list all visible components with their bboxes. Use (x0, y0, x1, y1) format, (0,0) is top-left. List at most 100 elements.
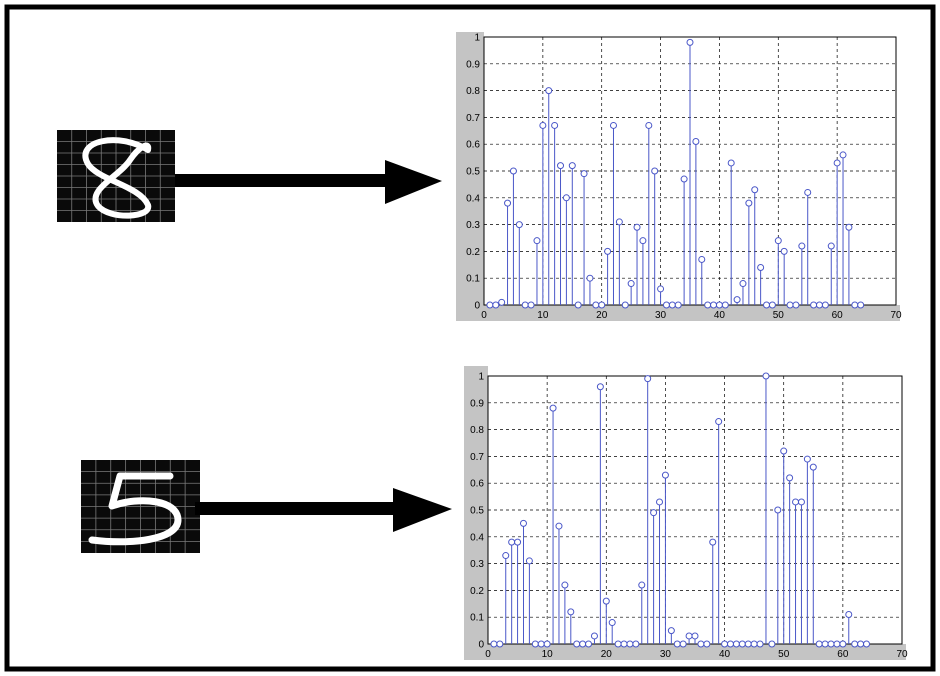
y-tick-label: 0.3 (466, 220, 480, 231)
stem-marker (815, 640, 823, 648)
stem-marker (545, 87, 553, 95)
axis-band (464, 644, 906, 660)
stem-marker (620, 640, 628, 648)
stem-marker (827, 242, 835, 250)
stem-marker (586, 274, 594, 282)
stem-marker (774, 506, 782, 514)
stem-marker (780, 447, 788, 455)
stem-marker (656, 498, 664, 506)
stem-marker (562, 194, 570, 202)
stem-marker (557, 162, 565, 170)
stem-marker (533, 237, 541, 245)
stem-marker (531, 640, 539, 648)
stem-marker (721, 640, 729, 648)
stem-marker (821, 301, 829, 309)
stem-marker (680, 175, 688, 183)
y-tick-label: 0.8 (466, 86, 480, 97)
stem-marker (674, 301, 682, 309)
y-tick-label: 1 (478, 372, 484, 383)
y-tick-label: 0 (474, 301, 480, 312)
x-tick-label: 30 (660, 649, 672, 660)
stem-marker (732, 640, 740, 648)
x-tick-label: 10 (537, 310, 549, 321)
stem-marker (738, 640, 746, 648)
x-tick-label: 60 (832, 310, 844, 321)
stem-marker (667, 627, 675, 635)
stem-marker (685, 632, 693, 640)
stem-marker (502, 552, 510, 560)
stem-marker (727, 159, 735, 167)
stem-marker (614, 640, 622, 648)
stem-chart-digit-8: 0 10 20 30 40 50 60 70 0 0.1 0.2 0.3 0.4 0.5 0.6 0.7 0.8… (456, 32, 902, 321)
stem-marker (798, 242, 806, 250)
stem-marker (650, 509, 658, 517)
stem-marker (857, 640, 865, 648)
stem-marker (486, 301, 494, 309)
stem-marker (721, 301, 729, 309)
stem-marker (786, 474, 794, 482)
stem-marker (627, 280, 635, 288)
stem-marker (744, 640, 752, 648)
y-tick-label: 0.8 (470, 425, 484, 436)
axis-band (464, 366, 488, 660)
stem-marker (580, 170, 588, 178)
stem-marker (626, 640, 634, 648)
y-tick-label: 0.1 (466, 274, 480, 285)
stem-marker (651, 167, 659, 175)
stem-marker (810, 301, 818, 309)
stem-marker (768, 301, 776, 309)
x-tick-label: 50 (778, 649, 790, 660)
y-tick-label: 0.2 (470, 586, 484, 597)
stem-marker (662, 301, 670, 309)
stem-marker (726, 640, 734, 648)
stem-marker (745, 199, 753, 207)
stem-marker (710, 301, 718, 309)
x-tick-label: 20 (601, 649, 613, 660)
y-tick-label: 0 (478, 640, 484, 651)
stem-marker (549, 404, 557, 412)
stem-marker (551, 121, 559, 129)
y-tick-label: 0.4 (470, 532, 484, 543)
x-tick-label: 0 (481, 310, 487, 321)
stem-marker (839, 151, 847, 159)
stem-marker (615, 218, 623, 226)
stem-marker (703, 640, 711, 648)
stem-marker (592, 301, 600, 309)
stem-marker (686, 38, 694, 46)
stem-marker (692, 138, 700, 146)
stem-marker (508, 538, 516, 546)
y-tick-label: 0.2 (466, 247, 480, 258)
axis-band (456, 305, 900, 321)
stem-marker (639, 237, 647, 245)
x-tick-label: 50 (773, 310, 785, 321)
stem-marker (715, 301, 723, 309)
stem-marker (763, 301, 771, 309)
stem-marker (621, 301, 629, 309)
stem-marker (851, 301, 859, 309)
stem-marker (762, 372, 770, 380)
stem-chart-digit-5: 0 10 20 30 40 50 60 70 0 0.1 0.2 0.3 0.4 0.5 0.6 0.7 0.8… (464, 366, 908, 660)
stem-marker (780, 247, 788, 255)
stem-marker (537, 640, 545, 648)
stem-marker (757, 263, 765, 271)
stem-marker (786, 301, 794, 309)
x-tick-label: 70 (890, 310, 902, 321)
y-tick-label: 0.5 (470, 506, 484, 517)
x-tick-label: 70 (896, 649, 908, 660)
stem-marker (596, 383, 604, 391)
stem-marker (827, 640, 835, 648)
y-tick-label: 0.5 (466, 167, 480, 178)
stem-marker (845, 611, 853, 619)
y-tick-label: 0.7 (466, 113, 480, 124)
stem-marker (804, 188, 812, 196)
stem-marker (756, 640, 764, 648)
stem-marker (739, 280, 747, 288)
stem-marker (657, 285, 665, 293)
stem-marker (698, 255, 706, 263)
stem-marker (608, 619, 616, 627)
stem-marker (715, 418, 723, 426)
stem-marker (839, 640, 847, 648)
stem-marker (555, 522, 563, 530)
y-tick-label: 0.1 (470, 613, 484, 624)
stem-marker (863, 640, 871, 648)
